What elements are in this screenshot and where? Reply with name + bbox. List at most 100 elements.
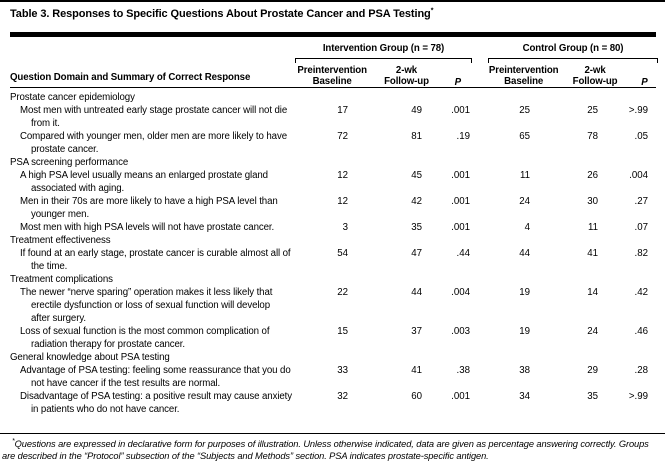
value-cell: 44	[411, 287, 422, 298]
question-text: The newer “nerve sparing” operation make…	[20, 287, 273, 324]
question-text: Disadvantage of PSA testing: a positive …	[20, 391, 292, 415]
value-cell: 24	[519, 196, 530, 207]
question-row: The newer “nerve sparing” operation make…	[0, 286, 665, 325]
question-row: Men in their 70s are more likely to have…	[0, 195, 665, 221]
table-header: Question Domain and Summary of Correct R…	[0, 37, 665, 88]
value-cell: 19	[519, 287, 530, 298]
question-row: Advantage of PSA testing: feeling some r…	[0, 364, 665, 390]
question-row: Compared with younger men, older men are…	[0, 130, 665, 156]
section-label: Prostate cancer epidemiology	[10, 92, 135, 103]
question-text: Most men with untreated early stage pros…	[20, 105, 288, 129]
value-cell: 17	[337, 105, 348, 116]
section-label: General knowledge about PSA testing	[10, 352, 170, 363]
value-cell: 78	[587, 131, 598, 142]
section-label: Treatment effectiveness	[10, 235, 111, 246]
value-cell: 24	[587, 326, 598, 337]
value-cell: 4	[524, 222, 530, 233]
value-cell: 29	[587, 365, 598, 376]
value-cell: 14	[587, 287, 598, 298]
value-cell: 3	[342, 222, 348, 233]
value-cell: 25	[519, 105, 530, 116]
control-spanner-bracket	[488, 58, 658, 63]
value-cell: .001	[451, 391, 470, 402]
col-header-intervention-followup: 2-wk Follow-up	[384, 65, 429, 87]
question-row: A high PSA level usually means an enlarg…	[0, 169, 665, 195]
section-row: General knowledge about PSA testing	[0, 351, 665, 364]
footnote-rule	[0, 433, 665, 434]
question-text: Men in their 70s are more likely to have…	[20, 196, 278, 220]
footnote-marker: *	[12, 437, 15, 445]
value-cell: 26	[587, 170, 598, 181]
header-rule	[10, 87, 656, 88]
control-subcolumns: Preintervention Baseline 2-wk Follow-up …	[488, 63, 658, 89]
value-cell: 47	[411, 248, 422, 259]
question-text: Advantage of PSA testing: feeling some r…	[20, 365, 291, 389]
section-row: PSA screening performance	[0, 156, 665, 169]
value-cell: 30	[587, 196, 598, 207]
value-cell: .42	[634, 287, 648, 298]
value-cell: .004	[629, 170, 648, 181]
value-cell: .28	[634, 365, 648, 376]
value-cell: 41	[587, 248, 598, 259]
question-row: Most men with untreated early stage pros…	[0, 104, 665, 130]
col-header-intervention-baseline: Preintervention Baseline	[297, 65, 367, 87]
question-text: If found at an early stage, prostate can…	[20, 248, 291, 272]
value-cell: .001	[451, 222, 470, 233]
value-cell: 22	[337, 287, 348, 298]
question-row: Disadvantage of PSA testing: a positive …	[0, 390, 665, 416]
value-cell: 35	[411, 222, 422, 233]
value-cell: 33	[337, 365, 348, 376]
value-cell: 60	[411, 391, 422, 402]
section-row: Prostate cancer epidemiology	[0, 91, 665, 104]
value-cell: .44	[456, 248, 470, 259]
value-cell: .19	[456, 131, 470, 142]
section-label: Treatment complications	[10, 274, 113, 285]
intervention-spanner-bracket	[295, 58, 472, 63]
value-cell: .001	[451, 196, 470, 207]
value-cell: 35	[587, 391, 598, 402]
section-label: PSA screening performance	[10, 157, 129, 168]
question-row: Most men with high PSA levels will not h…	[0, 221, 665, 234]
value-cell: 32	[337, 391, 348, 402]
question-text: Compared with younger men, older men are…	[20, 131, 287, 155]
value-cell: 49	[411, 105, 422, 116]
thick-divider	[10, 32, 656, 37]
value-cell: .001	[451, 105, 470, 116]
value-cell: 12	[337, 170, 348, 181]
table-title: Table 3. Responses to Specific Questions…	[10, 7, 434, 20]
value-cell: 65	[519, 131, 530, 142]
value-cell: .004	[451, 287, 470, 298]
column-group-intervention: Intervention Group (n = 78) Preintervent…	[295, 37, 472, 88]
value-cell: .05	[634, 131, 648, 142]
column-group-control: Control Group (n = 80) Preintervention B…	[488, 37, 658, 88]
value-cell: >.99	[628, 391, 648, 402]
value-cell: 54	[337, 248, 348, 259]
intervention-subcolumns: Preintervention Baseline 2-wk Follow-up …	[295, 63, 472, 89]
value-cell: 34	[519, 391, 530, 402]
value-cell: 81	[411, 131, 422, 142]
title-footnote-marker: *	[430, 7, 434, 15]
col-header-intervention-p-value: P	[454, 77, 461, 88]
question-text: Most men with high PSA levels will not h…	[20, 222, 275, 233]
question-column-header: Question Domain and Summary of Correct R…	[10, 72, 251, 83]
question-text: A high PSA level usually means an enlarg…	[20, 170, 268, 194]
value-cell: 37	[411, 326, 422, 337]
value-cell: 42	[411, 196, 422, 207]
table-title-text: Table 3. Responses to Specific Questions…	[10, 8, 431, 20]
value-cell: .27	[634, 196, 648, 207]
intervention-group-label: Intervention Group (n = 78)	[322, 43, 445, 54]
value-cell: 72	[337, 131, 348, 142]
section-row: Treatment effectiveness	[0, 234, 665, 247]
value-cell: 15	[337, 326, 348, 337]
value-cell: 44	[519, 248, 530, 259]
table-body: Prostate cancer epidemiology Most men wi…	[0, 91, 665, 416]
value-cell: >.99	[628, 105, 648, 116]
col-header-control-followup: 2-wk Follow-up	[572, 65, 618, 87]
top-rule	[0, 0, 665, 2]
control-group-label: Control Group (n = 80)	[522, 43, 624, 54]
value-cell: 45	[411, 170, 422, 181]
value-cell: 25	[587, 105, 598, 116]
value-cell: 19	[519, 326, 530, 337]
col-header-control-baseline: Preintervention Baseline	[488, 65, 559, 87]
